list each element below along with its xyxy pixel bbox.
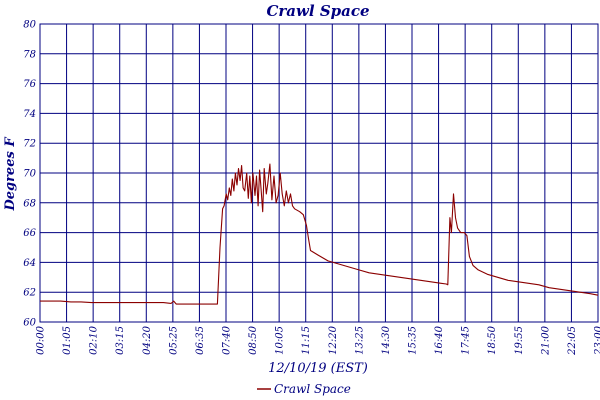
x-tick-label: 00:00	[36, 325, 47, 354]
y-tick-label: 76	[23, 79, 36, 90]
y-tick-label: 80	[23, 20, 36, 31]
x-tick-label: 15:35	[408, 326, 419, 355]
x-tick-label: 16:40	[434, 325, 445, 354]
y-tick-label: 60	[23, 318, 36, 329]
y-tick-label: 64	[23, 258, 36, 269]
x-tick-label: 04:20	[142, 325, 153, 354]
x-tick-label: 17:45	[461, 326, 472, 355]
x-tick-label: 03:15	[115, 326, 126, 355]
x-axis-label: 12/10/19 (EST)	[268, 361, 368, 376]
legend-label-crawl-space: Crawl Space	[274, 382, 351, 396]
x-tick-label: 06:35	[195, 326, 206, 355]
y-axis-ticks: 60 62 64 66 68 70 72 74 76 78 80	[23, 20, 36, 329]
x-tick-label: 14:30	[381, 325, 392, 354]
x-tick-label: 18:50	[487, 325, 498, 354]
x-tick-label: 22:05	[567, 326, 578, 356]
y-tick-label: 66	[23, 228, 36, 239]
y-tick-label: 74	[23, 109, 36, 120]
x-tick-label: 08:50	[248, 325, 259, 354]
x-tick-label: 19:55	[514, 326, 525, 355]
y-tick-label: 72	[23, 139, 36, 150]
x-tick-label: 05:25	[168, 326, 179, 355]
x-tick-label: 07:40	[222, 325, 233, 354]
x-tick-label: 23:00	[594, 325, 600, 355]
x-tick-label: 10:05	[275, 326, 286, 355]
y-tick-label: 78	[23, 49, 36, 60]
legend: Crawl Space	[257, 382, 351, 396]
x-tick-label: 01:05	[62, 326, 73, 355]
series-line-0	[40, 163, 599, 305]
series-group	[40, 163, 599, 305]
x-tick-label: 21:00	[540, 325, 551, 355]
y-tick-label: 70	[23, 169, 36, 180]
grid	[39, 23, 599, 323]
y-axis-label: Degrees F	[3, 137, 18, 212]
y-tick-label: 68	[23, 198, 36, 209]
x-tick-label: 13:25	[354, 326, 365, 355]
y-tick-label: 62	[23, 288, 36, 299]
chart-title: Crawl Space	[266, 2, 369, 20]
x-tick-label: 02:10	[89, 325, 100, 354]
x-tick-label: 11:15	[301, 326, 312, 355]
x-axis-ticks: 00:00 01:05 02:10 03:15 04:20 05:25 06:35 07:40…	[36, 325, 600, 355]
x-tick-label: 12:20	[328, 325, 339, 354]
